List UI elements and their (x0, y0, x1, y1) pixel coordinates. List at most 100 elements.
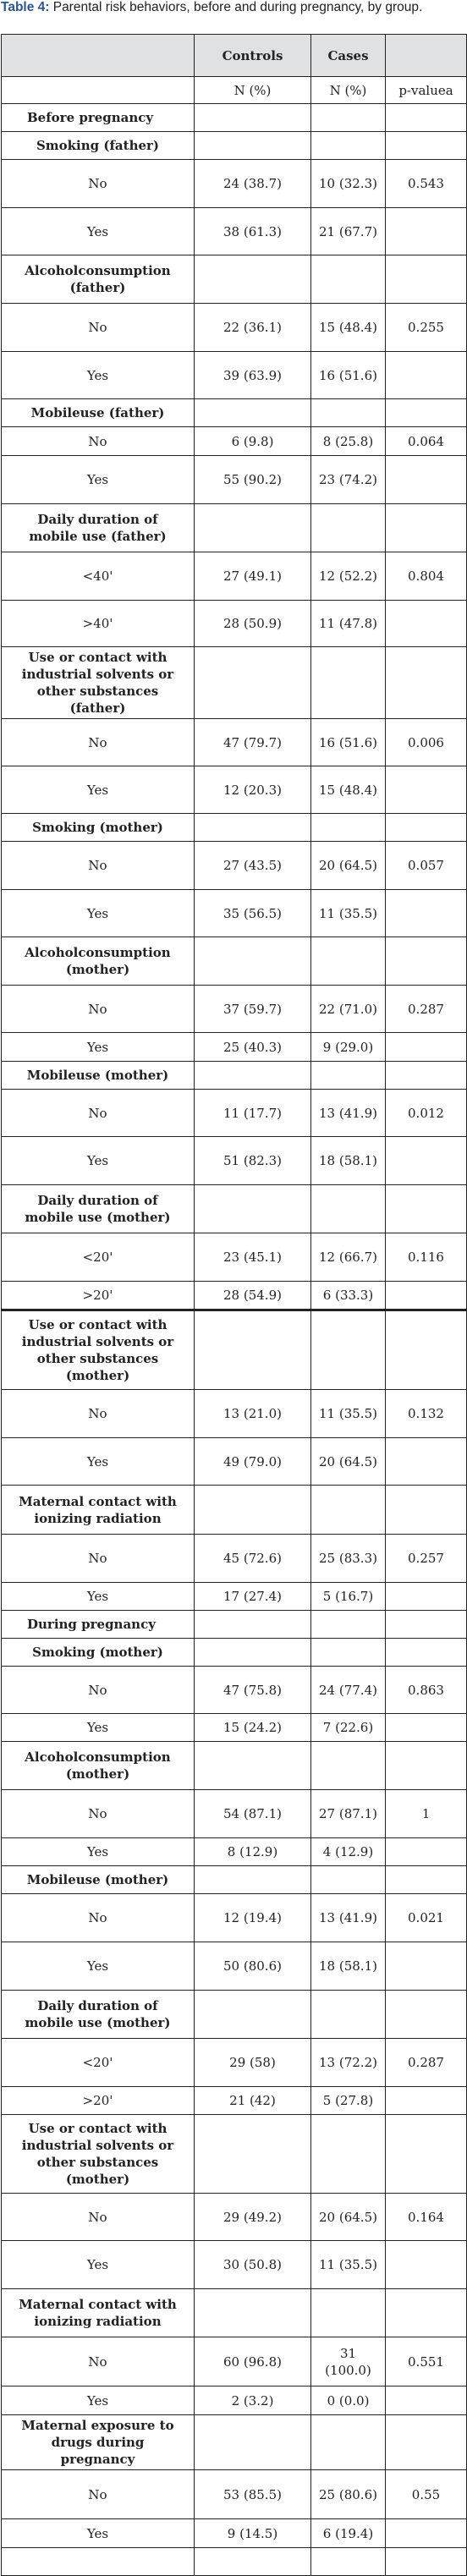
empty-cell (385, 1741, 467, 1790)
variable-label: Use or contact with industrial solvents … (1, 2114, 195, 2194)
p-value: 0.551 (385, 2337, 467, 2387)
variable-label: Maternal contact with ionizing radiation (1, 1485, 195, 1535)
risk-behaviors-table: Controls Cases N (%) N (%) p-valuea Befo… (1, 34, 467, 2576)
table-row: Yes 51 (82.3) 18 (58.1) (1, 1136, 467, 1185)
empty-cell (385, 2114, 467, 2194)
cases-value: 20 (64.5) (310, 2193, 386, 2241)
variable-group-row: Daily duration of mobile use (father) (1, 503, 467, 552)
empty-cell (194, 1990, 311, 2039)
cases-value: 13 (41.9) (310, 1893, 386, 1942)
controls-value: 2 (3.2) (194, 2386, 311, 2415)
empty-cell (385, 1184, 467, 1233)
controls-value: 38 (61.3) (194, 207, 311, 255)
cases-value: 4 (12.9) (310, 1837, 386, 1866)
category-label: Yes (1, 766, 195, 814)
header-cell-variable (1, 34, 195, 77)
empty-cell (310, 2414, 386, 2470)
empty-cell (194, 1309, 311, 1390)
cases-value: 0 (0.0) (310, 2386, 386, 2415)
p-value: 0.863 (385, 1666, 467, 1714)
blank-row (1, 2547, 467, 2576)
p-value (385, 1582, 467, 1611)
empty-cell (194, 1741, 311, 1790)
cases-value: 18 (58.1) (310, 1942, 386, 1991)
table-row: No 24 (38.7) 10 (32.3) 0.543 (1, 159, 467, 208)
p-value (385, 2240, 467, 2289)
p-value: 0.132 (385, 1389, 467, 1438)
variable-label: Mobileuse (mother) (1, 1865, 195, 1894)
table-row: Yes 35 (56.5) 11 (35.5) (1, 889, 467, 937)
table-row: No 45 (72.6) 25 (83.3) 0.257 (1, 1534, 467, 1583)
empty-cell (194, 1610, 311, 1639)
variable-label: Mobileuse (father) (1, 398, 195, 427)
controls-value: 55 (90.2) (194, 455, 311, 504)
category-label: <20' (1, 2038, 195, 2087)
controls-value: 53 (85.5) (194, 2469, 311, 2519)
p-value (385, 455, 467, 504)
controls-value: 27 (43.5) (194, 841, 311, 890)
table-row: <20' 29 (58) 13 (72.2) 0.287 (1, 2038, 467, 2087)
category-label: No (1, 303, 195, 352)
controls-value: 21 (42) (194, 2086, 311, 2115)
table-row: No 47 (75.8) 24 (77.4) 0.863 (1, 1666, 467, 1714)
units-cell-variable (1, 76, 195, 104)
empty-cell (194, 1638, 311, 1667)
category-label: No (1, 1089, 195, 1137)
variable-label: Mobileuse (mother) (1, 1061, 195, 1090)
p-value: 0.164 (385, 2193, 467, 2241)
empty-cell (385, 255, 467, 304)
cases-value: 11 (35.5) (310, 1389, 386, 1438)
p-value: 0.55 (385, 2469, 467, 2519)
empty-cell (194, 1184, 311, 1233)
category-label: Yes (1, 889, 195, 937)
cases-value: 15 (48.4) (310, 766, 386, 814)
empty-cell (385, 503, 467, 552)
table-row: Yes 38 (61.3) 21 (67.7) (1, 207, 467, 255)
category-label: Yes (1, 207, 195, 255)
cases-value: 20 (64.5) (310, 841, 386, 890)
controls-value: 25 (40.3) (194, 1032, 311, 1062)
empty-cell (310, 255, 386, 304)
cases-value: 18 (58.1) (310, 1136, 386, 1185)
variable-label: Smoking (mother) (1, 1638, 195, 1667)
table-row: Yes 9 (14.5) 6 (19.4) (1, 2518, 467, 2548)
cases-value: 11 (35.5) (310, 2240, 386, 2289)
p-value (385, 766, 467, 814)
p-value (385, 889, 467, 937)
table-row: No 6 (9.8) 8 (25.8) 0.064 (1, 426, 467, 456)
controls-value: 12 (19.4) (194, 1893, 311, 1942)
controls-value: 29 (58) (194, 2038, 311, 2087)
controls-value: 37 (59.7) (194, 985, 311, 1033)
units-cell-pvalue: p-valuea (385, 76, 467, 104)
table-row: Yes 8 (12.9) 4 (12.9) (1, 1837, 467, 1866)
cases-value: 25 (83.3) (310, 1534, 386, 1583)
empty-cell (194, 503, 311, 552)
cases-value: 22 (71.0) (310, 985, 386, 1033)
table-row: Yes 2 (3.2) 0 (0.0) (1, 2386, 467, 2415)
variable-group-row: Smoking (mother) (1, 1638, 467, 1667)
empty-cell (385, 813, 467, 842)
empty-cell (385, 1309, 467, 1390)
table-row: Yes 25 (40.3) 9 (29.0) (1, 1032, 467, 1062)
cases-value: 13 (72.2) (310, 2038, 386, 2087)
controls-value: 6 (9.8) (194, 426, 311, 456)
empty-cell (194, 2547, 311, 2576)
variable-group-row: Use or contact with industrial solvents … (1, 646, 467, 719)
table-caption-text: Parental risk behaviors, before and duri… (49, 0, 423, 14)
cases-value: 8 (25.8) (310, 426, 386, 456)
controls-value: 51 (82.3) (194, 1136, 311, 1185)
category-label: No (1, 1789, 195, 1838)
table-row: Yes 17 (27.4) 5 (16.7) (1, 1582, 467, 1611)
table-row: <40' 27 (49.1) 12 (52.2) 0.804 (1, 552, 467, 601)
cases-value: 5 (27.8) (310, 2086, 386, 2115)
cases-value: 6 (19.4) (310, 2518, 386, 2548)
empty-cell (310, 503, 386, 552)
variable-label: Alcoholconsumption (mother) (1, 1741, 195, 1790)
category-label: No (1, 2469, 195, 2519)
table-row: No 37 (59.7) 22 (71.0) 0.287 (1, 985, 467, 1033)
category-label: Yes (1, 351, 195, 399)
empty-cell (310, 1309, 386, 1390)
empty-cell (310, 813, 386, 842)
category-label: Yes (1, 1942, 195, 1991)
empty-cell (310, 2114, 386, 2194)
